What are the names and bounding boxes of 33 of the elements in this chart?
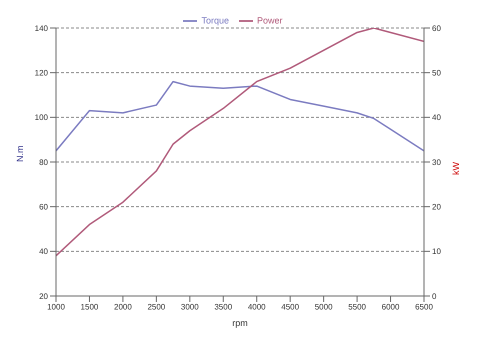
line-series <box>56 80 424 152</box>
y-tick-label: 20 <box>39 292 49 301</box>
y2-tick-label: 50 <box>432 68 442 78</box>
line-series <box>56 28 424 257</box>
y2-tick-label: 30 <box>432 158 442 167</box>
x-tick-label: 1000 <box>47 302 66 312</box>
x-tick-label: 6000 <box>382 302 400 312</box>
x-tick-label: 2500 <box>147 302 166 312</box>
x-tick-label: 3000 <box>180 302 200 312</box>
x-tick-label: 5000 <box>314 302 334 312</box>
x-tick-label: 6500 <box>415 302 434 312</box>
y-tick-label: 60 <box>39 202 49 212</box>
legend-label: Power <box>257 15 283 26</box>
y-tick-label: 80 <box>39 158 49 167</box>
x-tick-label: 3500 <box>214 302 233 312</box>
y2-tick-label: 40 <box>432 113 442 122</box>
y-tick-label: 100 <box>34 113 49 122</box>
y-tick-label: 120 <box>34 68 49 78</box>
y2-tick-label: 20 <box>432 202 442 212</box>
x-tick-label: 4500 <box>281 302 300 312</box>
x-tick-label: 1500 <box>80 302 99 312</box>
legend-label: Torque <box>201 15 229 26</box>
x-tick-label: 5500 <box>348 302 367 312</box>
y2-tick-label: 0 <box>432 292 437 301</box>
y2-tick-label: 10 <box>432 247 442 256</box>
x-tick-label: 4000 <box>248 302 266 312</box>
y-tick-label: 40 <box>39 247 49 256</box>
y2-axis-title: kW <box>451 162 462 175</box>
x-axis-title: rpm <box>232 318 248 328</box>
x-tick-label: 2000 <box>114 302 132 312</box>
y-tick-label: 140 <box>34 24 49 33</box>
y-axis-title: N.m <box>15 146 26 162</box>
y2-tick-label: 60 <box>432 24 442 33</box>
